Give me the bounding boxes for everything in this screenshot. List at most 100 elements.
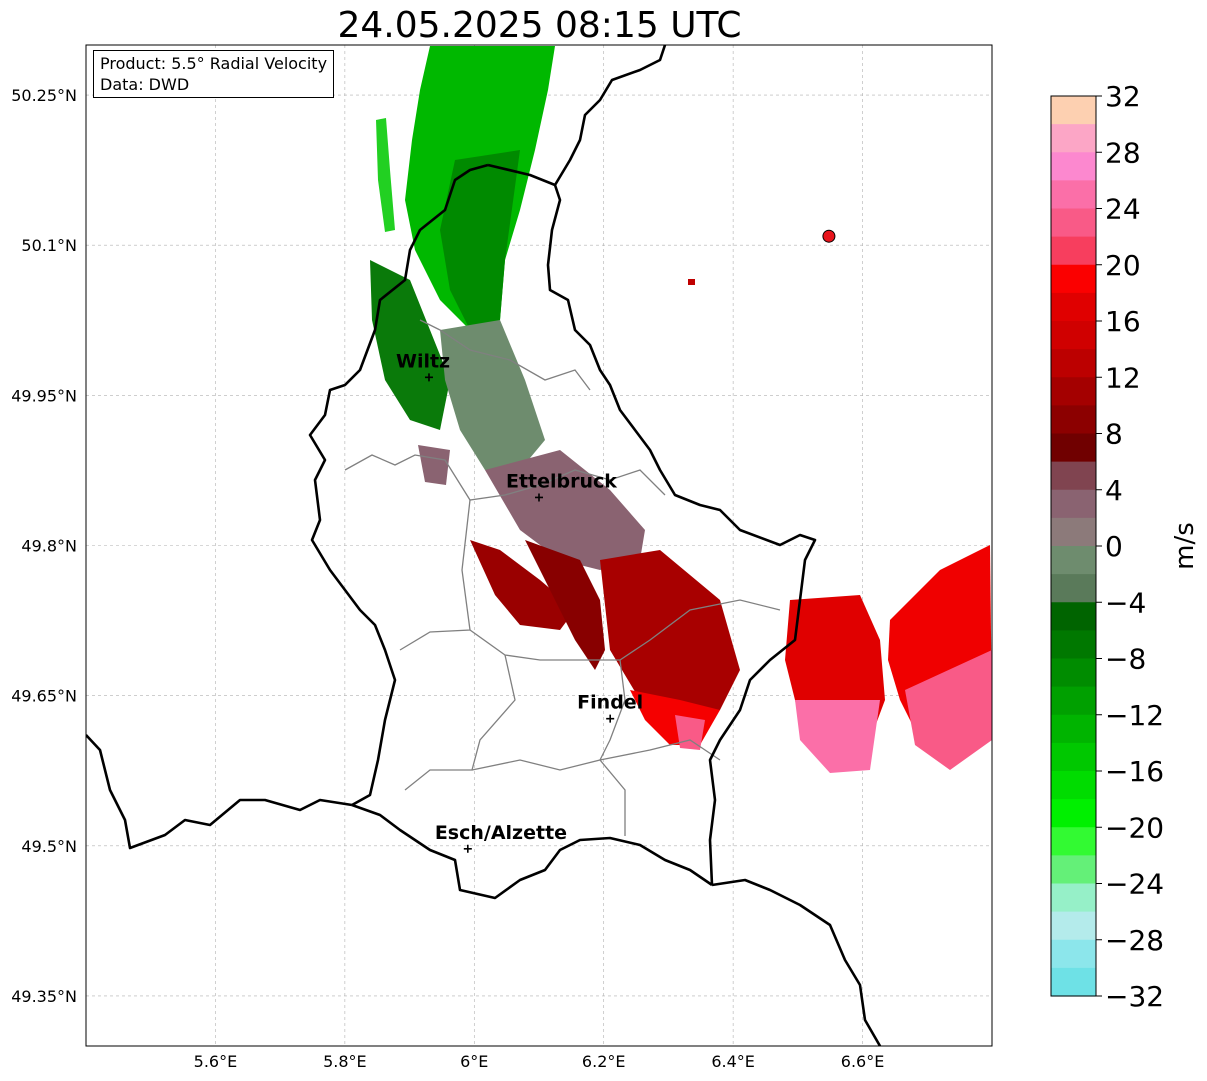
colorbar-segment — [1051, 264, 1096, 294]
colorbar-tick-label: −20 — [1105, 811, 1164, 844]
product-info-box: Product: 5.5° Radial Velocity Data: DWD — [93, 50, 335, 98]
colorbar-segment — [1051, 517, 1096, 547]
colorbar-segment — [1051, 630, 1096, 660]
dark-red-band-mid — [525, 540, 605, 670]
y-tick-label: 49.5°N — [21, 837, 77, 856]
colorbar-segment — [1051, 658, 1096, 688]
colorbar-tick-label: −28 — [1105, 924, 1164, 957]
city-label: Wiltz — [396, 350, 450, 372]
east-cell-1-pink — [795, 700, 880, 773]
y-tick-label: 49.65°N — [11, 687, 77, 706]
grey-band — [440, 320, 545, 470]
border-germany-belgium-north — [553, 45, 667, 186]
border-luxembourg-germany — [487, 163, 817, 886]
x-tick-label: 6.6°E — [841, 1052, 885, 1071]
colorbar-segment — [1051, 883, 1096, 913]
dark-red-band-west — [470, 540, 575, 630]
map-title: 24.05.2025 08:15 UTC — [337, 5, 742, 46]
dark-red-band-east — [600, 550, 740, 720]
colorbar-segment — [1051, 855, 1096, 885]
city-markers: Wiltz Ettelbruck Findel Esch/Alzette — [396, 350, 643, 853]
colorbar-segment — [1051, 911, 1096, 941]
colorbar-segment — [1051, 292, 1096, 322]
colorbar-segment — [1051, 461, 1096, 491]
y-tick-label: 50.25°N — [11, 86, 77, 105]
colorbar-segment — [1051, 124, 1096, 153]
border-luxembourg-france — [351, 803, 713, 900]
colorbar-tick-label: 8 — [1105, 418, 1123, 451]
colorbar-tick-label: −4 — [1105, 586, 1146, 619]
y-axis-ticks: 49.35°N 49.5°N 49.65°N 49.8°N 49.95°N 50.1°N 5… — [11, 86, 77, 1006]
border-belgium-france — [86, 734, 353, 850]
colorbar-segment — [1051, 377, 1096, 406]
colorbar-tick-label: 28 — [1105, 136, 1141, 169]
colorbar-tick-label: 16 — [1105, 305, 1141, 338]
mauve-band — [485, 450, 645, 570]
colorbar-segment — [1051, 433, 1096, 463]
city-marker — [535, 493, 543, 502]
x-tick-label: 6°E — [460, 1052, 488, 1071]
colorbar-segment — [1051, 96, 1096, 125]
colorbar-segment — [1051, 489, 1096, 519]
east-cell-2-pink — [905, 650, 992, 770]
colorbar-tick-label: 20 — [1105, 249, 1141, 282]
colorbar-tick-label: 4 — [1105, 474, 1123, 507]
colorbar-tick-label: −32 — [1105, 980, 1164, 1013]
colorbar-segment — [1051, 967, 1096, 997]
colorbar-segment — [1051, 574, 1096, 603]
border-luxembourg-belgium — [308, 163, 489, 807]
mauve-patch — [418, 445, 450, 485]
y-tick-label: 50.1°N — [21, 236, 77, 255]
colorbar-segment — [1051, 686, 1096, 716]
colorbar-tick-label: −24 — [1105, 868, 1164, 901]
colorbar-segment — [1051, 180, 1096, 210]
colorbar-segment — [1051, 799, 1096, 828]
colorbar-tick-label: 0 — [1105, 530, 1123, 563]
colorbar-segment — [1051, 546, 1096, 575]
y-tick-label: 49.8°N — [21, 537, 77, 556]
canton-boundaries — [344, 319, 781, 836]
city-marker — [424, 373, 433, 382]
isolated-echo — [688, 279, 695, 285]
x-axis-ticks: 5.6°E 5.8°E 6°E 6.2°E 6.4°E 6.6°E — [194, 1052, 885, 1071]
colorbar-tick-label: 24 — [1105, 193, 1141, 226]
y-tick-label: 49.95°N — [11, 386, 77, 405]
y-tick-label: 49.35°N — [11, 987, 77, 1006]
colorbar-segment — [1051, 939, 1096, 969]
colorbar-segment — [1051, 602, 1096, 631]
colorbar-segment — [1051, 405, 1096, 435]
colorbar-tick-label: −12 — [1105, 699, 1164, 732]
radar-velocity-field — [370, 46, 992, 773]
green-band-core — [440, 150, 520, 330]
data-source-line: Data: DWD — [100, 75, 190, 94]
colorbar-segment — [1051, 349, 1096, 378]
colorbar-segment — [1051, 321, 1096, 350]
colorbar-segment — [1051, 236, 1096, 266]
border-germany-france — [711, 878, 882, 1046]
colorbar-tick-label: −8 — [1105, 643, 1146, 676]
city-marker — [463, 844, 472, 853]
green-streak — [376, 118, 395, 232]
colorbar-segment — [1051, 714, 1096, 744]
colorbar-segment — [1051, 742, 1096, 772]
x-tick-label: 5.6°E — [194, 1052, 238, 1071]
colorbar: 32 28 24 20 16 12 8 4 0 −4 −8 −12 −16 −20 −24 −28 −32 — [1050, 80, 1164, 1013]
colorbar-segment — [1051, 152, 1096, 181]
product-line: Product: 5.5° Radial Velocity — [100, 54, 328, 73]
plot-frame — [85, 44, 993, 1047]
colorbar-segment — [1051, 771, 1096, 800]
city-marker — [606, 714, 615, 723]
city-label: Findel — [577, 692, 643, 714]
x-tick-label: 5.8°E — [323, 1052, 367, 1071]
colorbar-segment — [1051, 827, 1096, 856]
country-borders — [86, 45, 882, 1046]
city-label: Ettelbruck — [506, 470, 617, 492]
colorbar-tick-label: −16 — [1105, 755, 1164, 788]
colorbar-segment — [1051, 208, 1096, 238]
x-tick-label: 6.4°E — [711, 1052, 755, 1071]
colorbar-tick-label: 32 — [1105, 80, 1141, 113]
colorbar-label: m/s — [1170, 522, 1200, 570]
colorbar-tick-label: 12 — [1105, 361, 1141, 394]
radar-site-marker — [822, 229, 836, 243]
